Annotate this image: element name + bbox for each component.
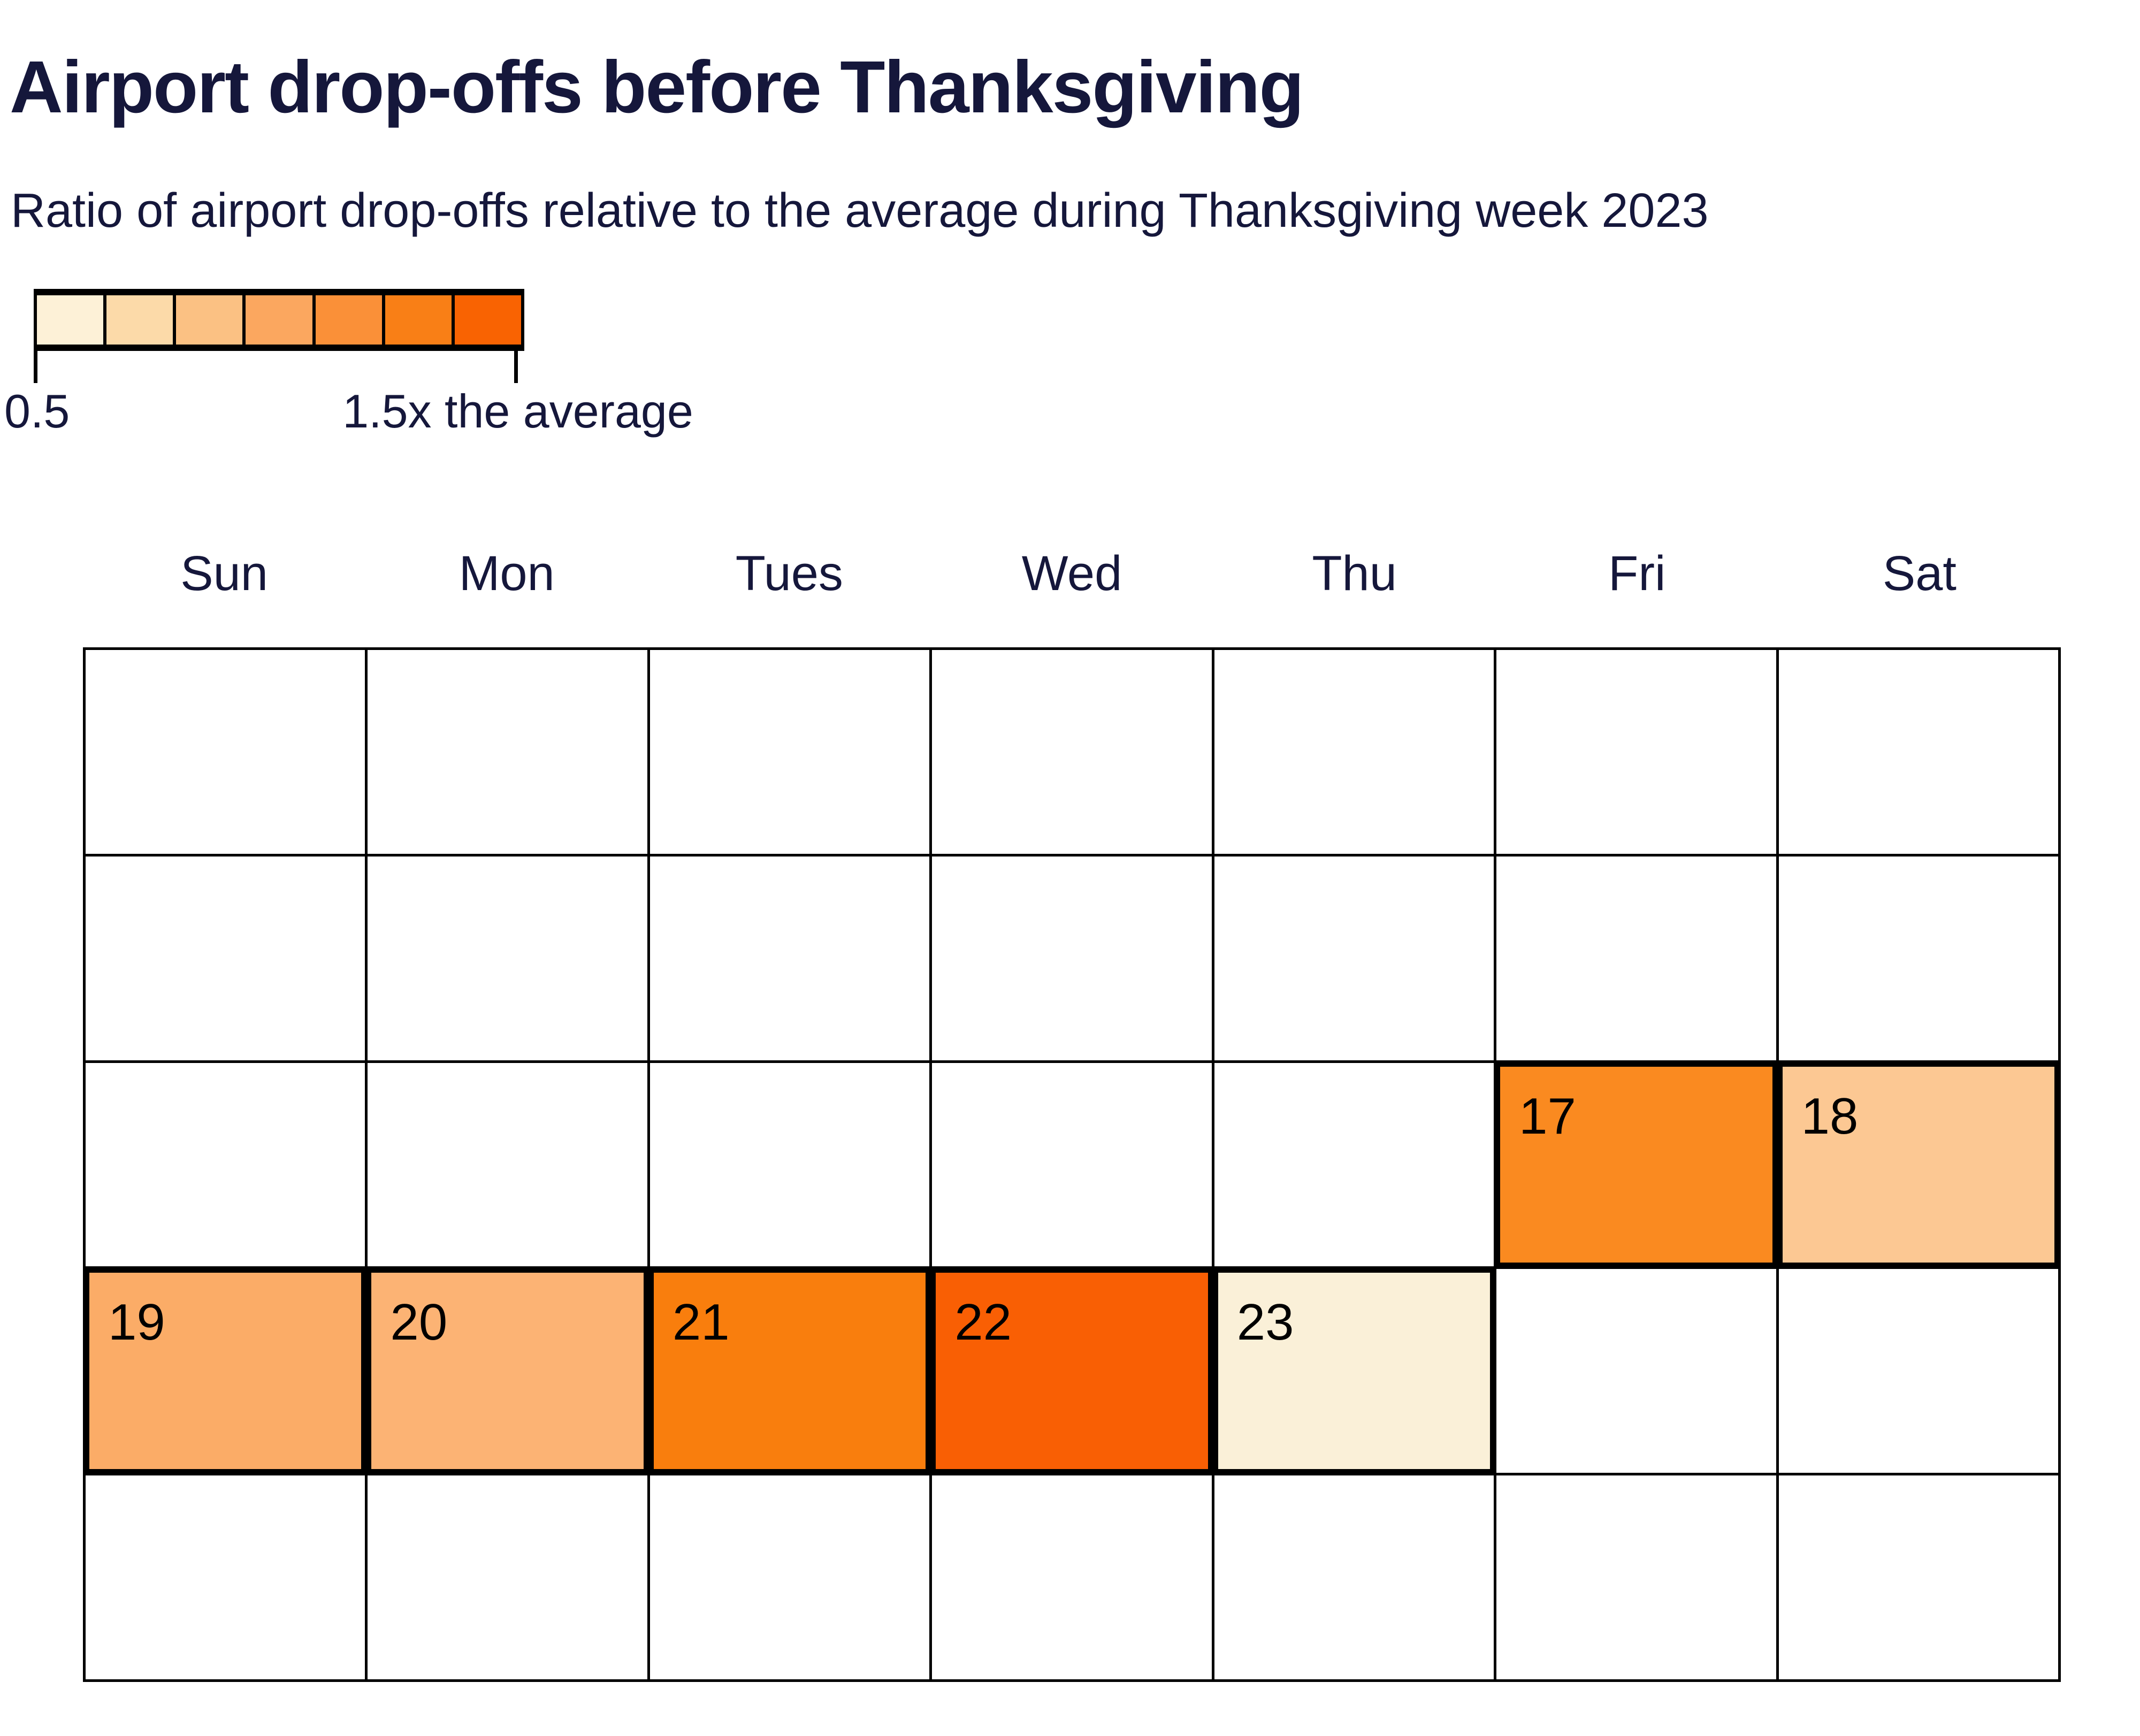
calendar-cell-day-20: 20 (368, 1269, 647, 1473)
calendar-cell-empty-r0c4 (1214, 650, 1494, 854)
calendar-cell-empty-r1c5 (1496, 856, 1776, 1060)
legend-min-label: 0.5 (4, 385, 70, 438)
calendar-cell-empty-r3c5 (1496, 1269, 1776, 1473)
legend-color-bar (34, 289, 524, 351)
legend-tick-max (514, 351, 518, 383)
legend-swatch-4 (246, 295, 312, 345)
legend-swatch-2 (106, 295, 173, 345)
day-number: 22 (954, 1294, 1012, 1351)
calendar-grid: 17 18 19 20 21 22 23 (83, 647, 2061, 1682)
weekday-label-fri: Fri (1608, 546, 1666, 601)
legend-max-label: 1.5x the average (342, 385, 693, 438)
weekday-label-thu: Thu (1312, 546, 1397, 601)
legend-swatch-1 (37, 295, 104, 345)
legend-tick-min (34, 351, 37, 383)
day-number: 23 (1236, 1294, 1294, 1351)
legend-swatch-7 (454, 295, 521, 345)
day-number: 21 (672, 1294, 730, 1351)
calendar-cell-empty-r3c6 (1778, 1269, 2058, 1473)
calendar-cell-day-19: 19 (86, 1269, 365, 1473)
weekday-label-mon: Mon (458, 546, 555, 601)
legend-swatch-5 (315, 295, 382, 345)
weekday-label-wed: Wed (1021, 546, 1122, 601)
calendar-cell-day-18: 18 (1778, 1062, 2058, 1267)
calendar-cell-empty-r4c2 (649, 1475, 930, 1679)
calendar-cell-empty-r4c1 (368, 1475, 647, 1679)
weekday-header-row: Sun Mon Tues Wed Thu Fri Sat (83, 546, 2061, 602)
calendar-cell-empty-r1c6 (1778, 856, 2058, 1060)
calendar-cell-empty-r4c3 (932, 1475, 1212, 1679)
calendar-cell-empty-r4c5 (1496, 1475, 1776, 1679)
calendar-cell-empty-r2c3 (932, 1062, 1212, 1267)
calendar-cell-empty-r0c3 (932, 650, 1212, 854)
calendar-cell-empty-r4c0 (86, 1475, 365, 1679)
page-subtitle: Ratio of airport drop-offs relative to t… (11, 184, 1709, 238)
page-title: Airport drop-offs before Thanksgiving (10, 46, 1304, 128)
legend-swatch-3 (176, 295, 243, 345)
calendar-cell-empty-r1c0 (86, 856, 365, 1060)
weekday-label-sat: Sat (1882, 546, 1956, 601)
weekday-label-tues: Tues (735, 546, 843, 601)
calendar-cell-day-17: 17 (1496, 1062, 1776, 1267)
calendar-cell-empty-r4c4 (1214, 1475, 1494, 1679)
color-scale-legend: 0.5 1.5x the average (4, 289, 693, 438)
day-number: 17 (1519, 1087, 1576, 1145)
calendar-cell-empty-r2c1 (368, 1062, 647, 1267)
calendar-cell-empty-r2c4 (1214, 1062, 1494, 1267)
weekday-label-sun: Sun (180, 546, 268, 601)
calendar-cell-empty-r0c0 (86, 650, 365, 854)
calendar-cell-empty-r0c6 (1778, 650, 2058, 854)
calendar-cell-empty-r0c1 (368, 650, 647, 854)
calendar-cell-day-23: 23 (1214, 1269, 1494, 1473)
calendar-cell-empty-r0c2 (649, 650, 930, 854)
calendar-cell-empty-r1c1 (368, 856, 647, 1060)
calendar-cell-empty-r1c2 (649, 856, 930, 1060)
calendar-cell-empty-r0c5 (1496, 650, 1776, 854)
day-number: 19 (108, 1294, 165, 1351)
calendar-cell-empty-r2c0 (86, 1062, 365, 1267)
legend-swatch-6 (385, 295, 452, 345)
calendar-cell-day-21: 21 (649, 1269, 930, 1473)
day-number: 20 (390, 1294, 448, 1351)
calendar-cell-empty-r2c2 (649, 1062, 930, 1267)
calendar-cell-empty-r1c4 (1214, 856, 1494, 1060)
calendar-cell-day-22: 22 (932, 1269, 1212, 1473)
calendar-cell-empty-r4c6 (1778, 1475, 2058, 1679)
day-number: 18 (1801, 1087, 1859, 1145)
calendar-cell-empty-r1c3 (932, 856, 1212, 1060)
